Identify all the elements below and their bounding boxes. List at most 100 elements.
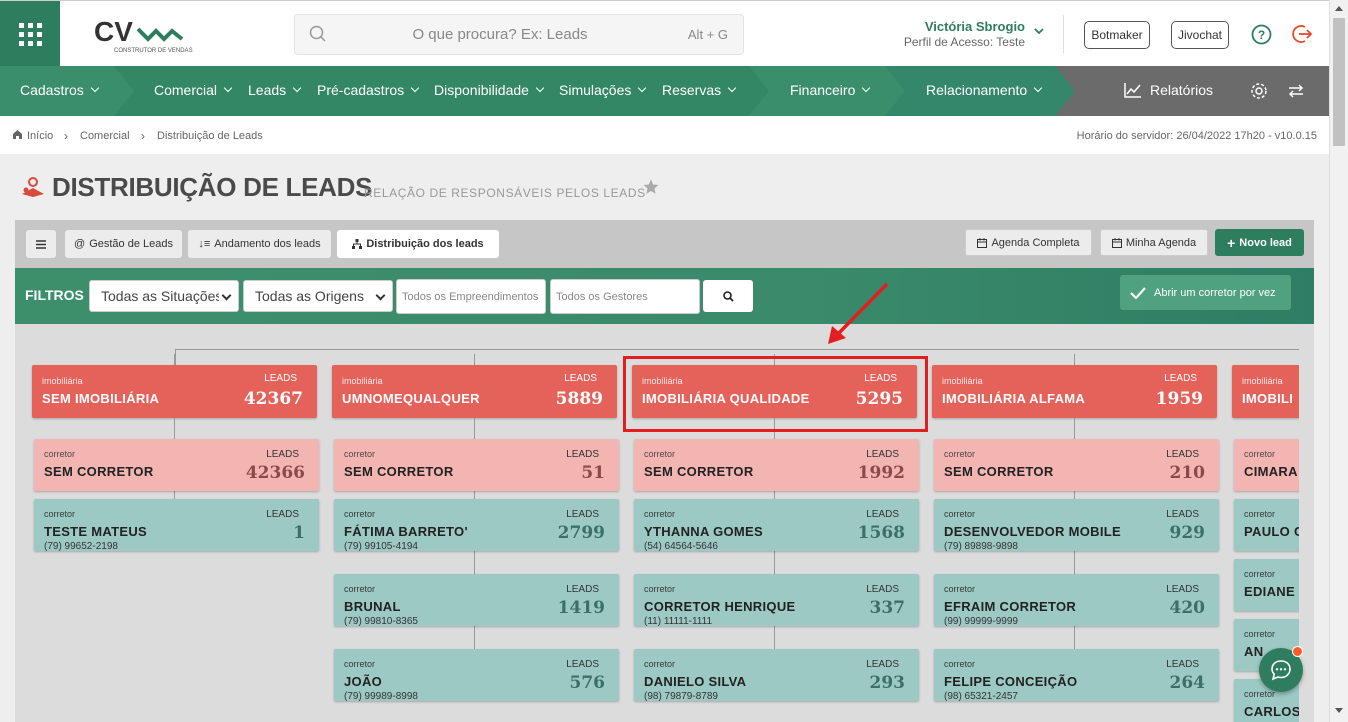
tab-distribuicao-dos-leads[interactable]: Distribuição dos leads xyxy=(337,230,499,258)
sem-corretor-card[interactable]: corretor SEM CORRETOR LEADS 51 xyxy=(334,439,619,491)
leads-label: LEADS xyxy=(866,584,899,595)
nav-financeiro[interactable]: Financeiro xyxy=(790,82,871,98)
help-icon[interactable]: ? xyxy=(1251,24,1272,45)
corretor-card[interactable]: corretor TESTE MATEUS LEADS 1 (79) 99652-219… xyxy=(34,499,319,551)
chevron-down-icon xyxy=(638,83,647,93)
chevron-down-icon xyxy=(221,290,232,301)
leads-label: LEADS xyxy=(1166,584,1199,595)
leads-label: LEADS xyxy=(1166,509,1199,520)
swap-icon[interactable] xyxy=(1287,83,1305,99)
imobiliaria-card[interactable]: imobiliária IMOBILIÁRIA QUALIDADE LEADS 529… xyxy=(632,365,917,418)
chart-line-icon xyxy=(1124,83,1141,98)
chevron-down-icon xyxy=(727,83,737,93)
nav-relacionamento[interactable]: Relacionamento xyxy=(926,82,1043,98)
imobiliaria-card[interactable]: imobiliária IMOBILI xyxy=(1232,365,1299,418)
hamburger-icon xyxy=(36,239,46,249)
corretor-card[interactable]: corretor EDIANE xyxy=(1234,559,1299,611)
apps-menu-button[interactable] xyxy=(0,1,60,67)
imobiliaria-card[interactable]: imobiliária UMNOMEQUALQUER LEADS 5889 xyxy=(332,365,617,418)
distribution-tree: imobiliária SEM IMOBILIÁRIA LEADS 42367 corr… xyxy=(15,324,1299,722)
card-kind-label: corretor xyxy=(1244,569,1276,579)
leads-label: LEADS xyxy=(864,373,897,384)
nav-reservas[interactable]: Reservas xyxy=(662,82,737,98)
situacao-select[interactable]: Todas as Situações xyxy=(89,280,239,312)
card-kind-label: corretor xyxy=(944,584,976,594)
leads-label: LEADS xyxy=(866,509,899,520)
corretor-card[interactable]: corretor PAULO C xyxy=(1234,499,1299,551)
breadcrumb-comercial[interactable]: Comercial xyxy=(80,130,130,142)
search-shortcut: Alt + G xyxy=(687,27,728,42)
page-scrollbar[interactable] xyxy=(1329,0,1348,722)
card-kind-label: corretor xyxy=(944,449,976,459)
corretor-name: YTHANNA GOMES xyxy=(644,524,763,539)
origem-select[interactable]: Todas as Origens xyxy=(243,280,393,312)
scrollbar-thumb[interactable] xyxy=(1333,18,1345,146)
corretor-card[interactable]: corretor YTHANNA GOMES LEADS 1568 (54) 64564… xyxy=(634,499,919,551)
sem-corretor-card[interactable]: corretor CIMARA xyxy=(1234,439,1299,491)
corretor-card[interactable]: corretor EFRAIM CORRETOR LEADS 420 (99) 9999… xyxy=(934,574,1219,626)
svg-text:CONSTRUTOR DE VENDAS: CONSTRUTOR DE VENDAS xyxy=(114,48,193,54)
star-icon[interactable] xyxy=(642,178,660,196)
chevron-down-icon[interactable] xyxy=(1034,27,1044,35)
search-input[interactable] xyxy=(335,15,665,54)
breadcrumb-home[interactable]: Início xyxy=(27,130,54,142)
nav-comercial[interactable]: Comercial xyxy=(154,82,233,98)
logout-icon[interactable] xyxy=(1292,23,1314,45)
nav-disponibilidade[interactable]: Disponibilidade xyxy=(434,82,545,98)
imobiliaria-card[interactable]: imobiliária IMOBILIÁRIA ALFAMA LEADS 1959 xyxy=(932,365,1217,418)
chevron-down-icon xyxy=(535,83,545,93)
corretor-card[interactable]: corretor FELIPE CONCEIÇÃO LEADS 264 (98) 653… xyxy=(934,649,1219,701)
corretor-card[interactable]: corretor CORRETOR HENRIQUE LEADS 337 (11) 11… xyxy=(634,574,919,626)
chevron-down-icon xyxy=(410,83,420,93)
corretor-name: DESENVOLVEDOR MOBILE xyxy=(944,524,1121,539)
chevron-down-icon xyxy=(223,83,233,93)
imobiliaria-name: IMOBILIÁRIA QUALIDADE xyxy=(642,391,810,406)
filter-search-button[interactable] xyxy=(703,280,753,312)
global-search[interactable]: Alt + G xyxy=(294,14,744,55)
card-kind-label: corretor xyxy=(644,659,676,669)
corretor-card[interactable]: corretor DANIELO SILVA LEADS 293 (98) 79879-… xyxy=(634,649,919,701)
nav-leads[interactable]: Leads xyxy=(248,82,302,98)
corretor-card[interactable]: corretor BRUNAL LEADS 1419 (79) 99810-8365 xyxy=(334,574,619,626)
plus-icon: + xyxy=(1227,234,1236,251)
botmaker-button[interactable]: Botmaker xyxy=(1084,21,1150,49)
sem-corretor-card[interactable]: corretor SEM CORRETOR LEADS 42366 xyxy=(34,439,319,491)
user-menu[interactable]: Victória Sbrogio Perfil de Acesso: Teste xyxy=(880,19,1025,49)
corretor-name: JOÃO xyxy=(344,674,383,689)
nav-relatorios[interactable]: Relatórios xyxy=(1124,82,1213,98)
card-kind-label: corretor xyxy=(944,509,976,519)
tabs-bar: @ Gestão de Leads ↓≡ Andamento dos leads D… xyxy=(15,220,1314,268)
jivochat-button[interactable]: Jivochat xyxy=(1171,21,1229,49)
user-name: Victória Sbrogio xyxy=(924,19,1025,34)
nav-pre-cadastros[interactable]: Pré-cadastros xyxy=(317,82,420,98)
abrir-corretor-toggle[interactable]: Abrir um corretor por vez xyxy=(1120,275,1291,310)
tab-gestao-de-leads[interactable]: @ Gestão de Leads xyxy=(65,230,182,258)
sem-corretor-card[interactable]: corretor SEM CORRETOR LEADS 210 xyxy=(934,439,1219,491)
novo-lead-button[interactable]: + Novo lead xyxy=(1215,229,1304,256)
nav-cadastros[interactable]: Cadastros xyxy=(20,82,100,98)
leads-count: 337 xyxy=(869,598,906,618)
minha-agenda-button[interactable]: Minha Agenda xyxy=(1100,229,1208,256)
nav-simulacoes[interactable]: Simulações xyxy=(559,82,647,98)
leads-count: 1568 xyxy=(857,523,905,543)
menu-toggle-button[interactable] xyxy=(26,230,56,258)
corretor-card[interactable]: corretor FÁTIMA BARRETO' LEADS 2799 (79) 991… xyxy=(334,499,619,551)
empreendimentos-input[interactable]: Todos os Empreendimentos xyxy=(396,279,546,314)
cv-logo[interactable]: CV CONSTRUTOR DE VENDAS xyxy=(94,15,194,55)
gestores-input[interactable]: Todos os Gestores xyxy=(550,279,700,314)
corretor-name: DANIELO SILVA xyxy=(644,674,747,689)
agenda-completa-button[interactable]: Agenda Completa xyxy=(965,229,1092,256)
sort-icon: ↓≡ xyxy=(198,238,211,250)
scroll-down-arrow-icon[interactable] xyxy=(1335,708,1343,713)
gear-icon[interactable] xyxy=(1250,82,1268,100)
breadcrumb-current: Distribuição de Leads xyxy=(157,130,263,142)
corretor-card[interactable]: corretor DESENVOLVEDOR MOBILE LEADS 929 (79)… xyxy=(934,499,1219,551)
imobiliaria-card[interactable]: imobiliária SEM IMOBILIÁRIA LEADS 42367 xyxy=(32,365,317,418)
leads-count: 420 xyxy=(1169,598,1206,618)
tab-andamento-dos-leads[interactable]: ↓≡ Andamento dos leads xyxy=(188,230,331,258)
sem-corretor-card[interactable]: corretor SEM CORRETOR LEADS 1992 xyxy=(634,439,919,491)
leads-count: 2799 xyxy=(557,523,605,543)
scroll-up-arrow-icon[interactable] xyxy=(1335,6,1343,11)
leads-count: 210 xyxy=(1169,463,1206,483)
corretor-card[interactable]: corretor JOÃO LEADS 576 (79) 99989-8998 xyxy=(334,649,619,701)
